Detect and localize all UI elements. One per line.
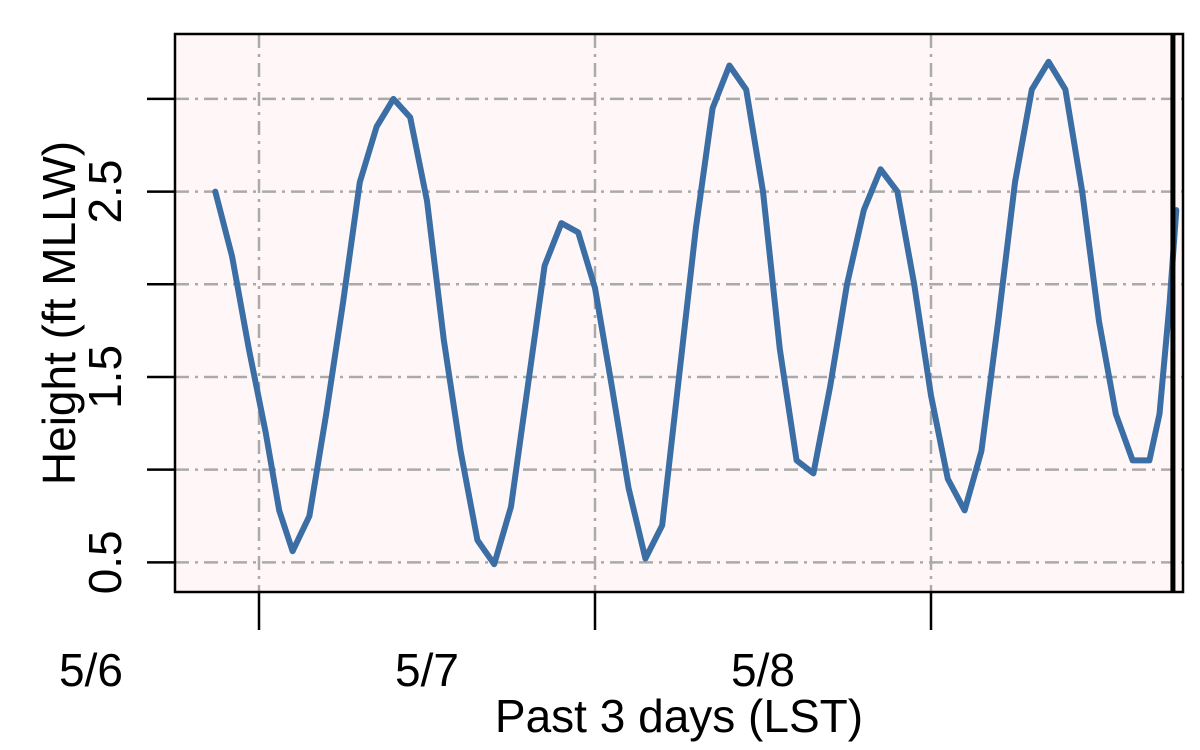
y-tick-label-2-5: 2.5 [79, 160, 131, 224]
y-axis-tick-labels: 0.5 1.5 2.5 [79, 160, 131, 595]
plot-frame [173, 32, 1185, 594]
x-axis-ticks [257, 592, 933, 630]
y-axis-title: Height (ft MLLW) [33, 141, 85, 485]
x-axis-title: Past 3 days (LST) [495, 690, 863, 742]
x-axis-tick-labels: 5/6 5/7 5/8 [59, 644, 795, 696]
y-tick-label-0-5: 0.5 [79, 530, 131, 594]
y-tick-label-1-5: 1.5 [79, 345, 131, 409]
series-line-water-level [212, 58, 1180, 568]
y-axis-ticks [147, 97, 175, 564]
plot-area [175, 34, 1183, 592]
x-tick-label-5-6: 5/6 [59, 644, 123, 696]
x-tick-label-5-8: 5/8 [731, 644, 795, 696]
x-tick-label-5-7: 5/7 [395, 644, 459, 696]
